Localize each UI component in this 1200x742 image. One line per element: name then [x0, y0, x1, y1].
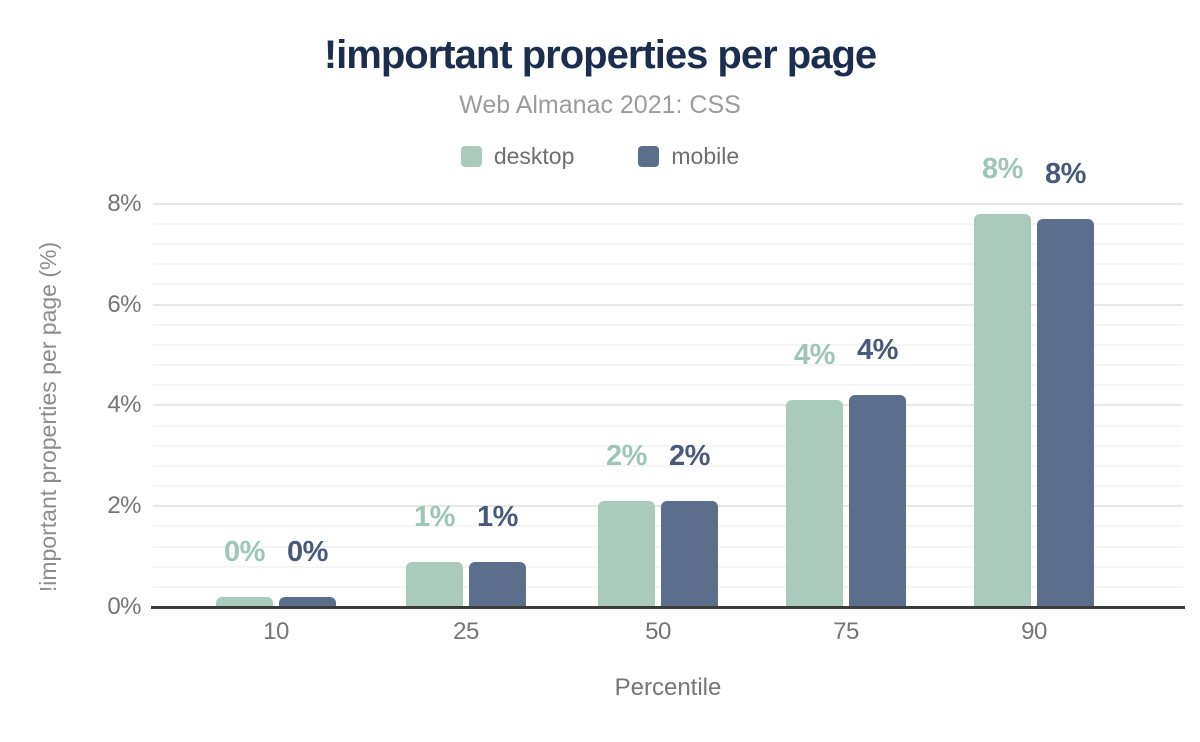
x-tick-label: 25: [453, 618, 479, 645]
minor-gridline: [153, 323, 1183, 326]
value-label-mobile-p10: 0%: [287, 535, 328, 568]
legend-swatch-desktop: [460, 146, 482, 167]
minor-gridline: [153, 343, 1183, 346]
legend-swatch-mobile: [638, 146, 660, 167]
x-tick-label: 75: [833, 618, 859, 645]
bar-mobile-p25[interactable]: [469, 561, 526, 607]
major-gridline: [153, 404, 1183, 407]
chart-title: !important properties per page: [323, 33, 877, 77]
value-label-mobile-p90: 8%: [1045, 157, 1086, 190]
minor-gridline: [153, 364, 1183, 367]
x-axis-line: [151, 606, 1185, 609]
bar-mobile-p50[interactable]: [661, 501, 718, 607]
major-gridline: [153, 303, 1183, 306]
bar-desktop-p75[interactable]: [786, 400, 843, 607]
minor-gridline: [153, 283, 1183, 286]
value-label-mobile-p50: 2%: [669, 440, 710, 473]
major-gridline: [153, 202, 1183, 205]
bar-mobile-p75[interactable]: [849, 395, 906, 607]
minor-gridline: [153, 243, 1183, 246]
value-label-desktop-p10: 0%: [224, 535, 265, 568]
chart-subtitle: Web Almanac 2021: CSS: [459, 91, 741, 119]
value-label-desktop-p50: 2%: [606, 440, 647, 473]
value-label-mobile-p75: 4%: [857, 334, 898, 367]
y-tick-label: 2%: [107, 492, 141, 520]
minor-gridline: [153, 464, 1183, 467]
x-axis-title: Percentile: [614, 674, 722, 701]
bar-desktop-p50[interactable]: [598, 501, 655, 607]
minor-gridline: [153, 485, 1183, 488]
minor-gridline: [153, 444, 1183, 447]
value-label-desktop-p90: 8%: [982, 152, 1023, 185]
minor-gridline: [153, 263, 1183, 266]
minor-gridline: [153, 222, 1183, 225]
bar-desktop-p10[interactable]: [216, 596, 273, 607]
bar-desktop-p25[interactable]: [406, 561, 463, 607]
bar-mobile-p90[interactable]: [1037, 218, 1094, 607]
legend: desktop mobile: [0, 143, 1200, 170]
minor-gridline: [153, 424, 1183, 427]
y-tick-label: 4%: [107, 391, 141, 419]
bar-desktop-p90[interactable]: [974, 213, 1031, 607]
x-tick-label: 90: [1021, 618, 1047, 645]
y-tick-label: 8%: [107, 189, 141, 217]
x-tick-label: 10: [263, 618, 289, 645]
legend-item-desktop[interactable]: desktop: [460, 143, 575, 170]
legend-label-desktop: desktop: [493, 143, 575, 169]
minor-gridline: [153, 384, 1183, 387]
y-tick-label: 6%: [107, 290, 141, 318]
value-label-mobile-p25: 1%: [477, 500, 518, 533]
legend-item-mobile[interactable]: mobile: [638, 143, 739, 170]
y-tick-label: 0%: [107, 593, 141, 620]
value-label-desktop-p75: 4%: [794, 339, 835, 372]
legend-label-mobile: mobile: [671, 143, 740, 169]
x-tick-label: 50: [645, 618, 671, 645]
bar-mobile-p10[interactable]: [279, 596, 336, 607]
value-label-desktop-p25: 1%: [414, 500, 455, 533]
